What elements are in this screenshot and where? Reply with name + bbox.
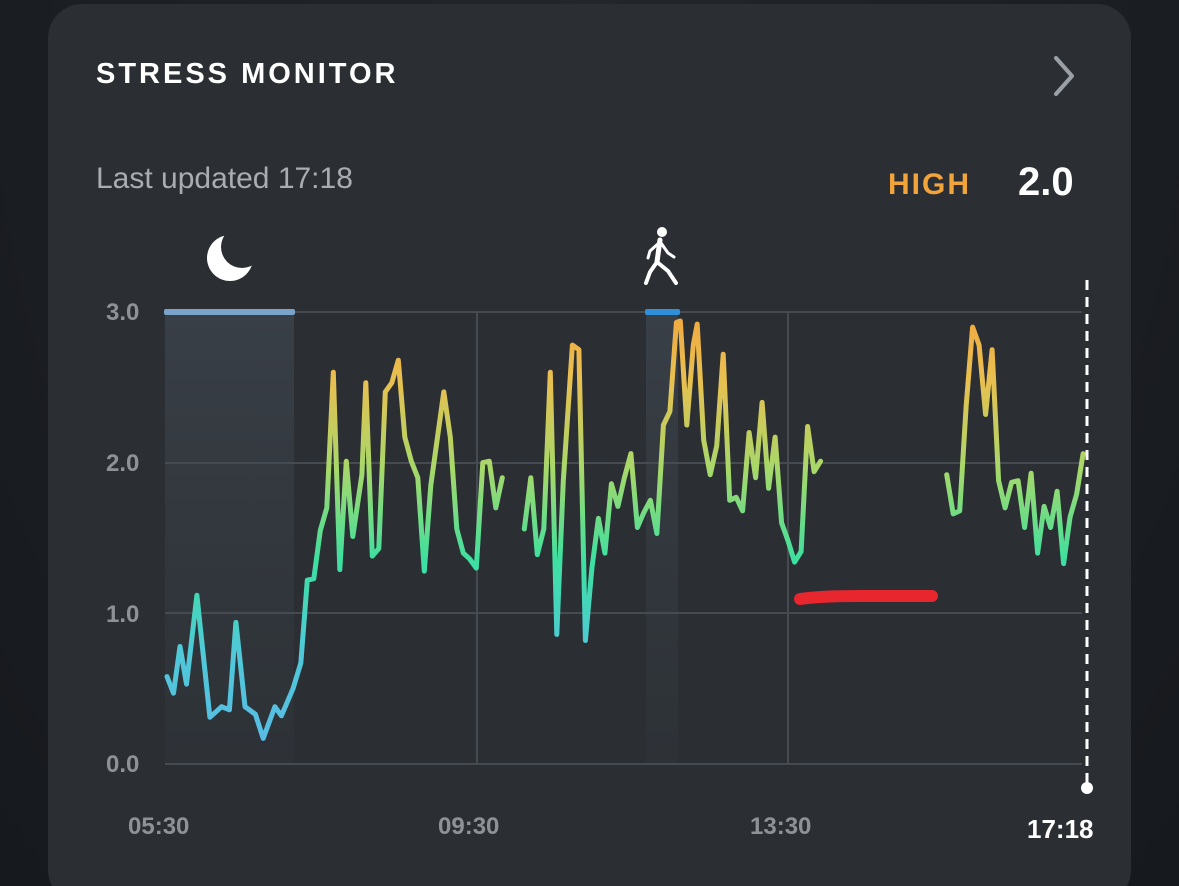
x-tick-label: 09:30: [438, 813, 499, 840]
chevron-right-icon[interactable]: [1042, 52, 1090, 100]
last-updated-text: Last updated 17:18: [96, 162, 353, 195]
card-title: STRESS MONITOR: [96, 58, 399, 90]
stress-level-value: 2.0: [1018, 160, 1074, 204]
current-time-dot: [1081, 782, 1093, 794]
y-tick-label: 1.0: [106, 601, 139, 628]
sleep-bar: [164, 309, 295, 315]
x-tick-label: 13:30: [750, 813, 811, 840]
x-tick-label: 05:30: [128, 813, 189, 840]
moon-icon: [207, 226, 263, 281]
stress-series-line: [164, 318, 1086, 741]
y-tick-label: 3.0: [106, 299, 139, 326]
y-tick-label: 0.0: [106, 751, 139, 778]
x-tick-label-current: 17:18: [1027, 814, 1094, 844]
activity-bar: [645, 309, 680, 315]
red-marker-stroke: [794, 590, 938, 605]
grid: [165, 311, 1082, 765]
stress-level-label: HIGH: [888, 168, 971, 201]
y-tick-label: 2.0: [106, 450, 139, 477]
walking-person-icon: [644, 227, 678, 285]
